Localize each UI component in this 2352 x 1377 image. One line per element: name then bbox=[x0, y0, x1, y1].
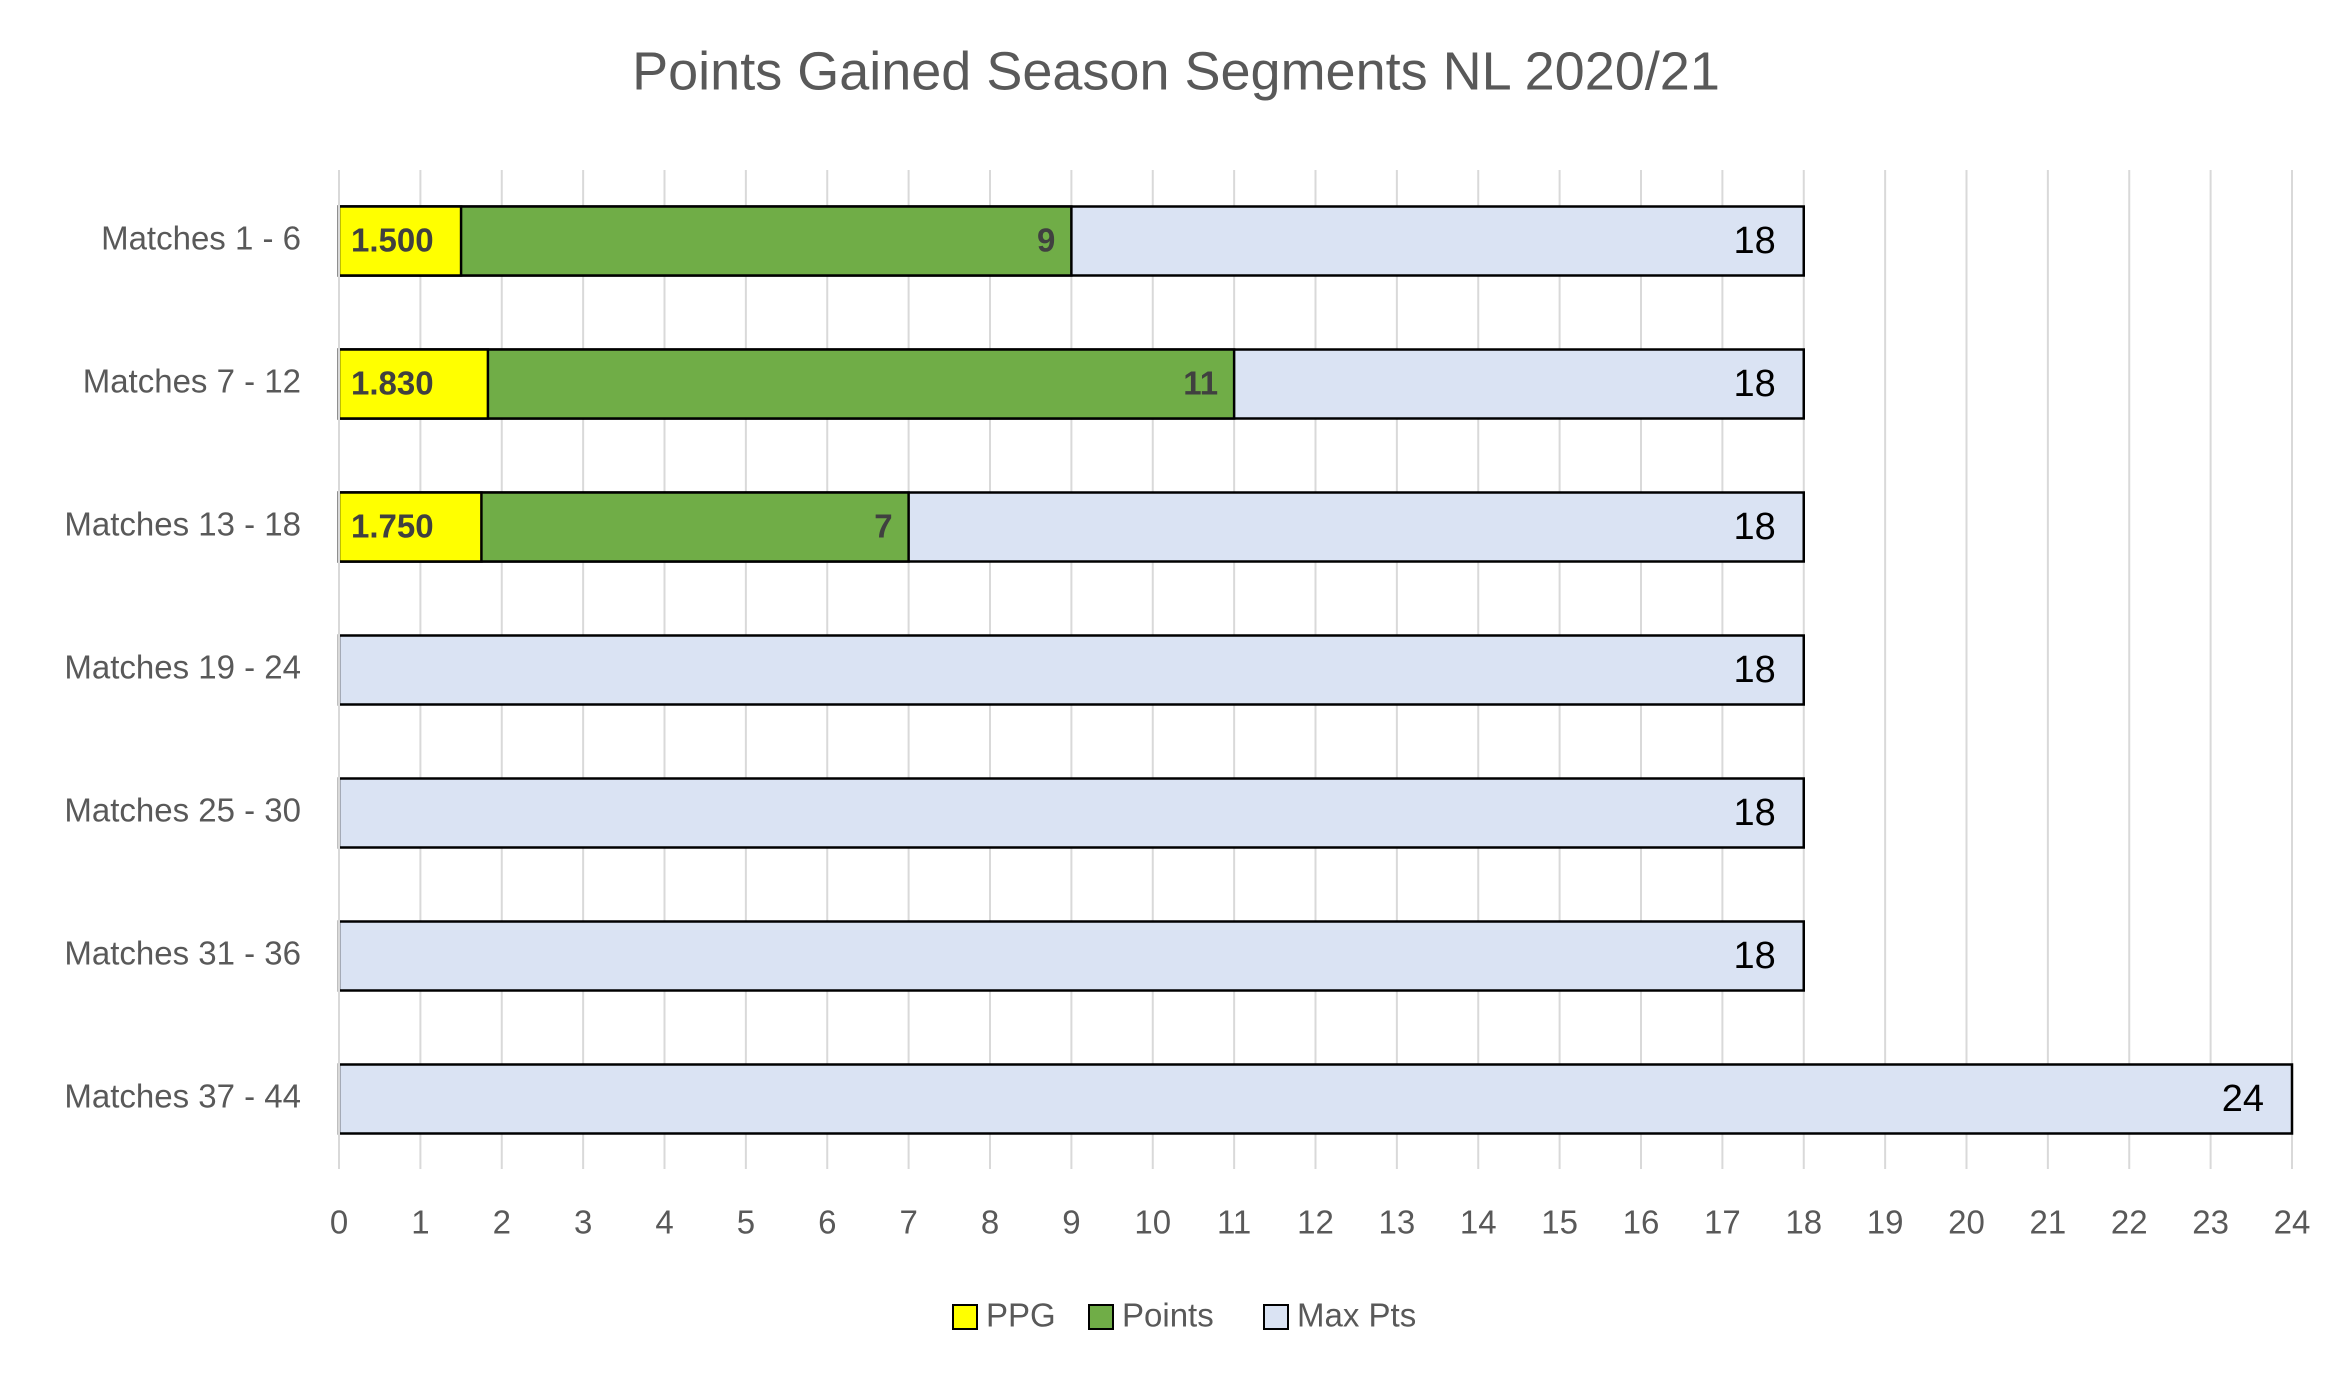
data-label: 18 bbox=[1733, 363, 1775, 405]
data-label: 1.750 bbox=[351, 508, 434, 545]
data-label: 1.500 bbox=[351, 222, 434, 259]
bar bbox=[337, 634, 1805, 706]
data-label: 18 bbox=[1733, 792, 1775, 834]
y-tick-label: Matches 13 - 18 bbox=[64, 506, 301, 543]
legend-swatch bbox=[1263, 1304, 1289, 1330]
x-tick-label: 7 bbox=[899, 1204, 917, 1241]
y-tick-label: Matches 37 - 44 bbox=[64, 1078, 301, 1115]
x-tick-label: 19 bbox=[1867, 1204, 1904, 1241]
legend-label: PPG bbox=[986, 1297, 1056, 1334]
y-tick-label: Matches 19 - 24 bbox=[64, 649, 301, 686]
x-tick-label: 18 bbox=[1785, 1204, 1822, 1241]
legend-label: Max Pts bbox=[1297, 1297, 1416, 1334]
x-tick-label: 22 bbox=[2111, 1204, 2148, 1241]
bar bbox=[337, 777, 1805, 849]
legend-swatch bbox=[1088, 1304, 1114, 1330]
y-tick-label: Matches 25 - 30 bbox=[64, 792, 301, 829]
x-tick-label: 10 bbox=[1134, 1204, 1171, 1241]
y-tick-label: Matches 7 - 12 bbox=[83, 363, 301, 400]
x-tick-label: 20 bbox=[1948, 1204, 1985, 1241]
data-label: 18 bbox=[1733, 935, 1775, 977]
bar bbox=[337, 1063, 2294, 1135]
data-label: 11 bbox=[1183, 365, 1218, 402]
x-tick-label: 12 bbox=[1297, 1204, 1334, 1241]
x-tick-label: 15 bbox=[1541, 1204, 1578, 1241]
x-tick-label: 8 bbox=[981, 1204, 999, 1241]
bar bbox=[337, 920, 1805, 992]
data-label: 18 bbox=[1733, 649, 1775, 691]
x-tick-label: 16 bbox=[1623, 1204, 1660, 1241]
x-tick-label: 17 bbox=[1704, 1204, 1741, 1241]
legend-swatch bbox=[952, 1304, 978, 1330]
x-tick-label: 13 bbox=[1379, 1204, 1416, 1241]
x-tick-label: 4 bbox=[655, 1204, 673, 1241]
y-tick-label: Matches 1 - 6 bbox=[101, 220, 301, 257]
x-tick-label: 2 bbox=[493, 1204, 511, 1241]
data-label: 24 bbox=[2222, 1078, 2264, 1120]
bar bbox=[337, 491, 483, 563]
bar bbox=[337, 348, 490, 420]
x-tick-label: 23 bbox=[2192, 1204, 2229, 1241]
x-tick-label: 0 bbox=[330, 1204, 348, 1241]
x-tick-label: 9 bbox=[1062, 1204, 1080, 1241]
x-tick-label: 6 bbox=[818, 1204, 836, 1241]
data-label: 18 bbox=[1733, 220, 1775, 262]
x-tick-label: 21 bbox=[2030, 1204, 2067, 1241]
legend-label: Points bbox=[1122, 1297, 1214, 1334]
y-tick-label: Matches 31 - 36 bbox=[64, 935, 301, 972]
data-label: 9 bbox=[1037, 222, 1055, 259]
bar bbox=[337, 205, 463, 277]
data-label: 1.830 bbox=[351, 365, 434, 402]
data-label: 18 bbox=[1733, 506, 1775, 548]
x-tick-label: 3 bbox=[574, 1204, 592, 1241]
x-tick-label: 11 bbox=[1217, 1204, 1251, 1241]
data-label: 7 bbox=[874, 508, 892, 545]
x-tick-label: 1 bbox=[411, 1204, 429, 1241]
x-tick-label: 5 bbox=[737, 1204, 755, 1241]
x-tick-label: 14 bbox=[1460, 1204, 1497, 1241]
x-tick-label: 24 bbox=[2274, 1204, 2311, 1241]
chart-title: Points Gained Season Segments NL 2020/21 bbox=[632, 41, 1720, 101]
